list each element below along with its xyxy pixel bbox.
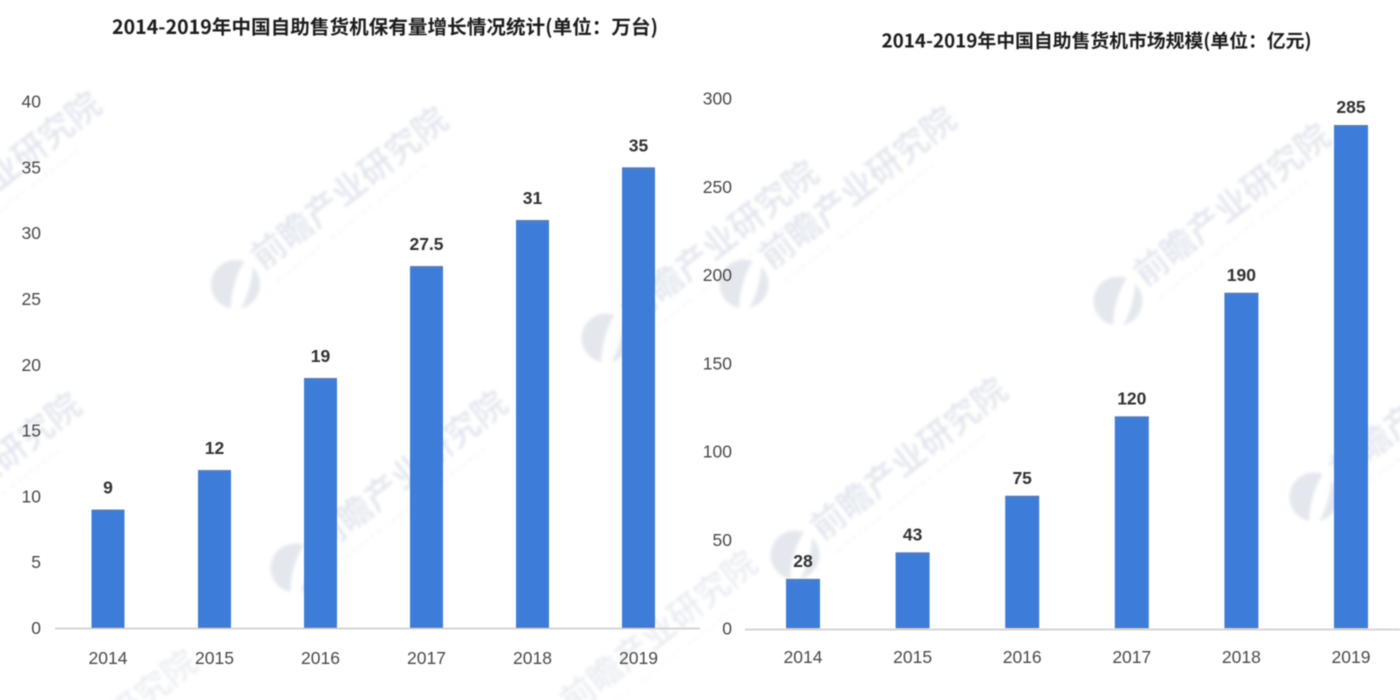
- svg-text:35: 35: [22, 157, 41, 177]
- svg-text:35: 35: [629, 135, 649, 155]
- svg-text:9: 9: [103, 478, 113, 498]
- svg-text:43: 43: [903, 524, 923, 544]
- svg-text:2018: 2018: [513, 648, 552, 668]
- svg-text:120: 120: [1117, 388, 1146, 408]
- svg-text:10: 10: [22, 486, 42, 506]
- svg-text:25: 25: [22, 289, 41, 309]
- svg-text:0: 0: [722, 618, 732, 638]
- svg-text:250: 250: [703, 177, 732, 197]
- svg-text:30: 30: [22, 223, 42, 243]
- svg-text:100: 100: [703, 442, 732, 462]
- svg-text:150: 150: [703, 353, 732, 373]
- svg-text:200: 200: [703, 265, 732, 285]
- svg-text:31: 31: [523, 188, 543, 208]
- svg-text:19: 19: [311, 346, 331, 366]
- svg-text:12: 12: [205, 438, 225, 458]
- svg-text:75: 75: [1012, 468, 1032, 488]
- svg-text:15: 15: [22, 421, 41, 441]
- svg-text:190: 190: [1227, 265, 1256, 285]
- svg-text:2017: 2017: [1112, 647, 1151, 667]
- svg-text:2017: 2017: [407, 648, 446, 668]
- svg-text:2014: 2014: [89, 648, 128, 668]
- svg-text:2016: 2016: [1003, 647, 1042, 667]
- svg-text:27.5: 27.5: [409, 234, 443, 254]
- svg-text:40: 40: [22, 92, 42, 112]
- svg-text:0: 0: [31, 618, 41, 638]
- svg-text:2015: 2015: [893, 647, 932, 667]
- svg-text:2015: 2015: [195, 648, 234, 668]
- svg-text:28: 28: [793, 551, 813, 571]
- svg-text:5: 5: [31, 552, 41, 572]
- svg-text:2016: 2016: [301, 648, 340, 668]
- svg-text:2019: 2019: [1332, 647, 1371, 667]
- svg-text:20: 20: [22, 355, 42, 375]
- svg-text:50: 50: [713, 530, 733, 550]
- svg-text:2014: 2014: [784, 647, 823, 667]
- svg-text:285: 285: [1336, 97, 1365, 117]
- svg-text:2019: 2019: [619, 648, 658, 668]
- svg-text:2018: 2018: [1222, 647, 1261, 667]
- svg-text:300: 300: [703, 89, 732, 109]
